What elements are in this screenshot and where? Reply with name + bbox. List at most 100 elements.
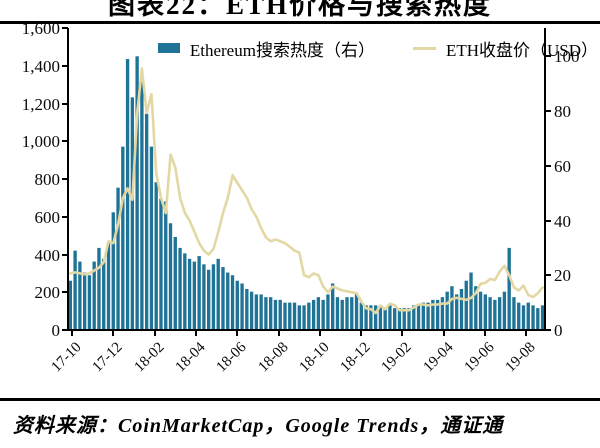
search-heat-bar [92, 261, 96, 330]
footer-divider-line [0, 398, 600, 401]
legend-label-search-heat: Ethereum搜索热度（右） [189, 40, 375, 60]
legend-line-swatch [412, 46, 436, 50]
x-axis-tick-label: 17-10 [48, 339, 85, 376]
search-heat-bar [82, 272, 87, 330]
search-heat-bar [402, 308, 406, 330]
x-axis-tick [318, 331, 321, 336]
search-heat-bar [102, 258, 106, 330]
search-heat-bar [373, 305, 378, 330]
search-heat-bar [273, 299, 278, 330]
search-heat-bar [68, 280, 73, 330]
search-heat-bar [73, 250, 77, 330]
search-heat-bar [288, 302, 292, 330]
chart-title-text: 图表22：ETH价格与搜索热度 [107, 0, 493, 20]
right-axis-tick [545, 110, 551, 113]
eth-price-line [69, 67, 544, 315]
right-axis-tick-label: 100 [554, 47, 580, 67]
search-heat-bar [316, 297, 321, 330]
search-heat-bar [350, 297, 354, 330]
right-axis-tick [545, 219, 551, 222]
search-heat-bar [192, 261, 197, 330]
search-heat-bar [397, 308, 402, 330]
x-axis-tick-label: 18-12 [337, 339, 374, 376]
legend-bar-swatch [158, 43, 180, 53]
right-axis-tick [545, 329, 551, 331]
search-heat-bar [259, 294, 263, 330]
x-axis-tick [112, 331, 115, 336]
chart-canvas [68, 56, 545, 331]
x-axis-tick-label: 18-08 [255, 339, 292, 376]
search-heat-bar [407, 308, 411, 330]
search-heat-bar [488, 297, 492, 330]
search-heat-bar [440, 297, 445, 330]
search-heat-bar [426, 302, 430, 330]
x-axis-tick [153, 331, 156, 336]
search-heat-bar [378, 305, 383, 330]
search-heat-bar [240, 283, 244, 330]
search-heat-bar [483, 294, 487, 330]
left-axis-tick-label: 1,200 [21, 94, 60, 114]
left-axis-tick [62, 102, 68, 105]
search-heat-bar [364, 305, 368, 330]
search-heat-bar [149, 146, 154, 330]
search-heat-bar [87, 275, 92, 330]
left-axis-tick-label: 0 [51, 321, 61, 340]
search-heat-bar [421, 302, 425, 330]
search-heat-bar [135, 56, 139, 330]
search-heat-bar [269, 297, 273, 330]
search-heat-bar [431, 299, 435, 330]
search-heat-bar [393, 308, 397, 330]
search-heat-bar [540, 305, 545, 330]
search-heat-bar [202, 264, 206, 330]
search-heat-bar [493, 299, 497, 330]
search-heat-bar [526, 302, 530, 330]
left-axis-tick [62, 215, 68, 218]
left-axis-spine [67, 28, 69, 331]
search-heat-bar [292, 302, 297, 330]
search-heat-bar [173, 236, 177, 330]
x-axis-tick [525, 331, 528, 336]
search-heat-bar [455, 294, 459, 330]
x-axis-tick-label: 19-04 [420, 339, 457, 376]
search-heat-bar [512, 297, 516, 330]
right-axis-tick [545, 164, 551, 167]
x-axis-tick [236, 331, 239, 336]
search-heat-bar [311, 299, 316, 330]
search-heat-bar [445, 291, 449, 330]
search-heat-bar [340, 299, 344, 330]
search-heat-bar [140, 78, 144, 331]
search-heat-bar [130, 97, 135, 331]
search-heat-bar [331, 283, 335, 330]
search-heat-bar [369, 305, 373, 330]
search-heat-bar [226, 272, 230, 330]
search-heat-bar [412, 305, 416, 330]
left-axis-tick [62, 140, 68, 143]
chart-title-clipped: 图表22：ETH价格与搜索热度 [0, 0, 600, 21]
search-heat-bar [521, 305, 526, 330]
search-heat-bar [187, 258, 192, 330]
right-axis-tick [545, 55, 551, 58]
left-axis-tick [62, 253, 68, 256]
search-heat-bar [507, 247, 511, 330]
search-heat-bar [497, 297, 502, 330]
search-heat-bar [464, 280, 468, 330]
x-axis-tick-label: 18-06 [213, 339, 250, 376]
x-axis-tick-label: 19-02 [378, 339, 416, 376]
search-heat-bar [459, 288, 464, 330]
search-heat-bar [207, 269, 211, 330]
right-axis-tick [545, 274, 551, 277]
search-heat-bar [144, 113, 149, 330]
x-axis-tick-label: 19-08 [502, 339, 539, 376]
search-heat-bar [159, 198, 163, 330]
left-axis-tick [62, 329, 68, 331]
search-heat-bar [97, 247, 101, 330]
left-axis-tick [62, 27, 68, 29]
axes-labels-layer: 0 200 400 600 800 1,000 1,200 1,400 1,600 0 20 40 60… [0, 20, 600, 398]
x-axis-tick-label: 18-10 [296, 339, 333, 376]
search-heat-bar [450, 286, 454, 330]
search-heat-bar [307, 302, 311, 330]
left-axis-tick-label: 1,400 [21, 56, 60, 76]
x-axis-tick [484, 331, 486, 336]
search-heat-bar [297, 305, 301, 330]
search-heat-bar [416, 305, 421, 330]
